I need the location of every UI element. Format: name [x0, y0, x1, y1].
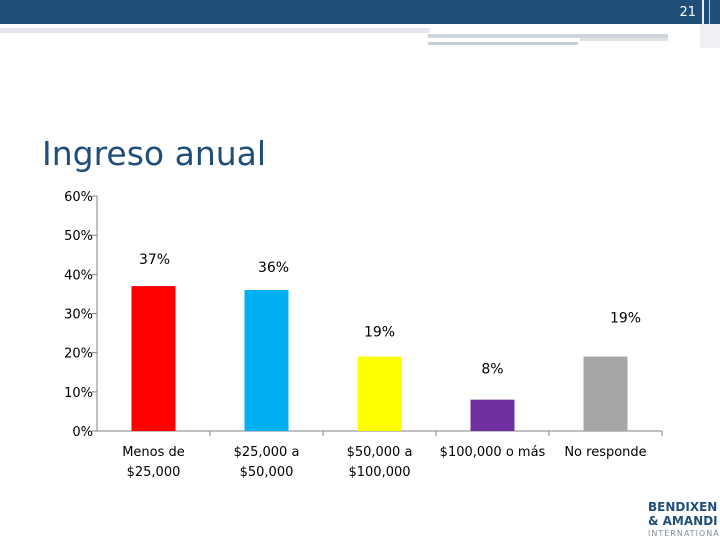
- data-label: 37%: [139, 252, 170, 268]
- x-tick-label: $100,000: [348, 465, 410, 480]
- x-tick-label: No responde: [564, 445, 646, 460]
- y-tick-label: 0%: [72, 425, 93, 440]
- x-tick-label: $50,000: [240, 465, 294, 480]
- y-tick-label: 20%: [64, 347, 93, 362]
- header-divider: [702, 0, 704, 24]
- company-logo: BENDIXEN & AMANDI INTERNATIONAL: [648, 500, 720, 540]
- y-tick-label: 10%: [64, 386, 93, 401]
- page-title: Ingreso anual: [42, 134, 267, 174]
- y-tick-label: 50%: [64, 229, 93, 244]
- decorative-stripe: [700, 24, 720, 48]
- x-tick-label: $100,000 o más: [440, 445, 546, 460]
- data-label: 8%: [481, 362, 503, 378]
- decorative-stripe: [428, 34, 668, 38]
- bar: [244, 290, 289, 431]
- bar: [357, 356, 402, 431]
- y-tick-label: 60%: [64, 190, 93, 205]
- logo-text: & AMANDI: [648, 514, 718, 528]
- x-tick-label: $50,000 a: [347, 445, 413, 460]
- x-tick-label: $25,000: [127, 465, 181, 480]
- header-bar: 21: [0, 0, 720, 24]
- y-tick-label: 30%: [64, 308, 93, 323]
- logo-text: BENDIXEN: [648, 500, 718, 514]
- bar: [131, 286, 176, 431]
- x-tick-label: $25,000 a: [234, 445, 300, 460]
- x-tick-label: Menos de: [122, 445, 185, 460]
- data-label: 36%: [258, 260, 289, 276]
- data-label: 19%: [364, 325, 395, 341]
- data-label: 19%: [610, 311, 641, 327]
- page-number: 21: [679, 5, 696, 20]
- bar: [470, 399, 515, 431]
- logo-text: INTERNATIONAL: [648, 529, 720, 538]
- decorative-stripe: [580, 38, 668, 41]
- header-divider: [709, 0, 710, 24]
- bar: [583, 356, 628, 431]
- y-tick-label: 40%: [64, 268, 93, 283]
- decorative-stripe: [428, 42, 578, 45]
- decorative-stripe: [0, 28, 430, 33]
